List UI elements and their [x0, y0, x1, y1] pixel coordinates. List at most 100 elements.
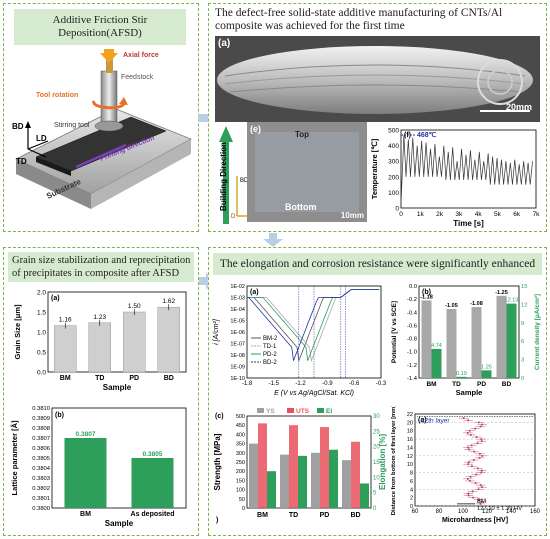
st-legend-swatch — [257, 408, 264, 413]
lattice-ytick: 0.3809 — [32, 416, 50, 422]
bc-frame — [418, 285, 520, 379]
elong-title: The elongation and corrosion resistance … — [213, 253, 542, 275]
mh-xtick: 100 — [458, 509, 469, 515]
grain-category: TD — [95, 375, 104, 382]
feedstock-label: Feedstock — [121, 74, 154, 81]
f-ytick: 0 — [395, 206, 399, 213]
pol-legend-label: BM-2 — [263, 336, 278, 342]
mh-xtick: 160 — [530, 509, 541, 515]
afsd-panel: Additive Friction Stir Deposition(AFSD) … — [3, 3, 199, 232]
pol-xlabel: E (V vs Ag/AgCl/Sat. KCl) — [274, 390, 354, 397]
pol-ytick: 1E-07 — [230, 342, 245, 348]
grain-ytick: 0.5 — [37, 350, 46, 357]
f-ytick: 300 — [388, 159, 399, 166]
lattice-value-label: 0.3805 — [143, 451, 163, 458]
afsd-title: Additive Friction Stir Deposition(AFSD) — [14, 9, 186, 45]
elong-panel: The elongation and corrosion resistance … — [208, 247, 547, 536]
lattice-ytick: 0.3800 — [32, 506, 50, 512]
axis-td-label: TD — [16, 157, 27, 166]
lattice-xlabel: Sample — [105, 519, 134, 528]
st-label: (c) — [215, 413, 224, 420]
photo-a-scale: 20mm — [505, 102, 532, 112]
stirring-tool-label: Stirring tool — [54, 122, 90, 129]
st-bar — [298, 455, 307, 508]
st-ytick-left: 250 — [236, 460, 245, 466]
st-ytick-right: 10 — [373, 475, 380, 481]
pol-legend-label: TD-1 — [263, 344, 277, 350]
grain-panel: Grain size stabilization and reprecipita… — [3, 247, 199, 536]
building-direction-label: Building Direction — [218, 142, 228, 211]
bc-ytick-right: 9 — [521, 321, 524, 327]
bc-ytick-left: -1.2 — [407, 363, 417, 369]
pol-xtick: -0.6 — [349, 381, 360, 387]
st-ytick-left: 500 — [236, 414, 245, 420]
grain-ytick: 1.0 — [37, 330, 46, 337]
st-category: BM — [257, 512, 268, 519]
e-bd-label: BD — [240, 178, 249, 184]
st-ytick-left: 150 — [236, 478, 245, 484]
bc-current-bar — [481, 370, 492, 378]
st-ytick-right: 15 — [373, 460, 380, 466]
pol-ytick: 1E-04 — [230, 307, 245, 313]
st-ytick-left: 400 — [236, 432, 245, 438]
st-bar — [289, 425, 298, 508]
bc-xlabel: Sample — [456, 388, 483, 397]
lattice-category: BM — [80, 511, 91, 518]
pol-ytick: 1E-06 — [230, 330, 245, 336]
st-bar — [280, 454, 289, 508]
f-xtick: 3k — [455, 211, 463, 218]
st-xlabel: ) — [216, 517, 218, 524]
f-xtick: 0 — [399, 211, 403, 218]
mh-ytick: 20 — [407, 420, 413, 426]
grain-value-label: 1.50 — [128, 303, 141, 310]
bc-category: BD — [502, 381, 512, 388]
microhardness-chart: 0 2 4 6 8 10 12 14 16 18 20 22 60 80 100 120 140 160 Dista… — [391, 406, 541, 524]
f-xtick: 5k — [494, 211, 502, 218]
bc-ytick-left: 0.0 — [409, 284, 417, 290]
mh-ytick: 10 — [407, 462, 413, 468]
mh-ytick: 14 — [407, 445, 413, 451]
axial-force-arrow — [100, 49, 118, 63]
st-ylabel-left: Strength [MPa] — [213, 433, 222, 490]
bc-potential-label: -1.25 — [495, 290, 508, 296]
lattice-label: (b) — [55, 412, 64, 419]
f-xtick: 4k — [475, 211, 483, 218]
grain-value-label: 1.62 — [162, 298, 175, 305]
pol-label: (a) — [250, 289, 259, 296]
st-bar — [351, 441, 360, 508]
f-xtick: 7k — [533, 211, 541, 218]
st-ytick-left: 300 — [236, 451, 245, 457]
st-ytick-right: 30 — [373, 414, 380, 420]
mh-xtick: 80 — [436, 509, 443, 515]
bc-potential-bar — [471, 307, 482, 378]
grain-category: BD — [164, 375, 174, 382]
grain-ytick: 1.5 — [37, 310, 46, 317]
bc-ylabel-left: Potential [V vs SCE] — [391, 301, 398, 363]
bc-ytick-left: -0.2 — [407, 297, 417, 303]
lattice-ytick: 0.3806 — [32, 446, 50, 452]
axis-bd-label: BD — [12, 122, 24, 131]
afsd-schematic: BD LD TD Axial force Feedstock Tool rota… — [12, 49, 192, 209]
stirring-tool-body — [100, 70, 118, 127]
st-legend-label: El — [326, 408, 332, 415]
mh-xtick: 60 — [412, 509, 419, 515]
bc-current-label: 12.13 — [505, 298, 519, 304]
pol-ytick: 1E-03 — [230, 296, 245, 302]
pol-curve — [247, 289, 380, 363]
grain-xlabel: Sample — [103, 383, 132, 392]
grain-bar — [123, 311, 146, 373]
grain-size-chart: 0.0 0.5 1.0 1.5 2.0 Grain Size [μm] Sample 1.16… — [13, 290, 187, 392]
bc-ytick-right: 15 — [521, 284, 527, 290]
st-ytick-right: 5 — [373, 491, 377, 497]
deposited-track — [35, 116, 167, 172]
mh-xlabel: Microhardness [HV] — [442, 517, 508, 524]
pol-legend-label: BD-2 — [263, 360, 277, 366]
lattice-ytick: 0.3804 — [32, 466, 51, 472]
st-ytick-left: 350 — [236, 442, 245, 448]
f-ytick: 500 — [388, 128, 399, 135]
tool-rotation-label: Tool rotation — [36, 92, 78, 99]
st-bar — [249, 443, 258, 508]
st-frame — [246, 415, 372, 509]
mh-ytick: 4 — [410, 487, 413, 493]
bc-ytick-left: -0.4 — [407, 310, 418, 316]
